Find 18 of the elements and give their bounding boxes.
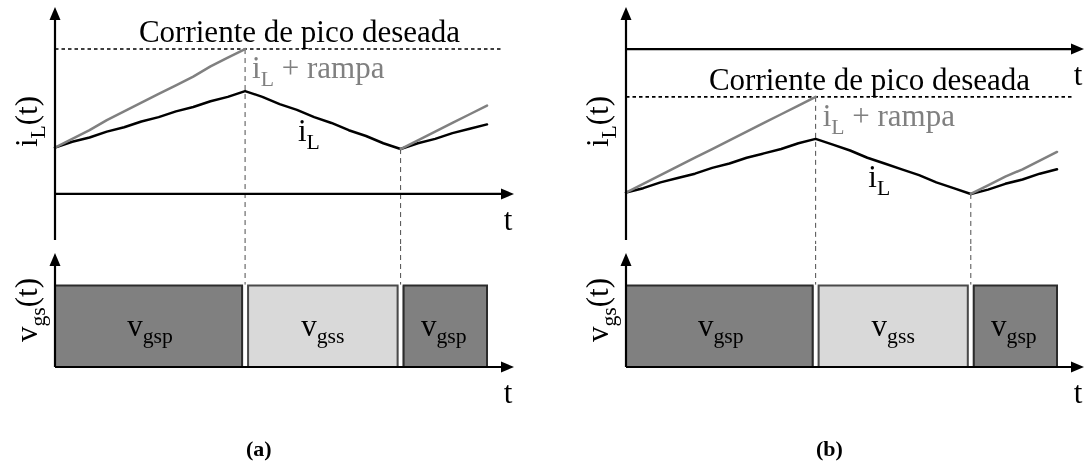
series-label: i$_{L}$ — [297, 113, 320, 154]
x-axis-title: t — [503, 375, 513, 410]
series-label: i$_{L}$ — [868, 159, 891, 201]
series-label: v$_{gsp}$ — [420, 307, 467, 349]
series-label: i$_{L}$ + rampa — [822, 97, 956, 139]
ref-line-label: Corriente de pico deseada — [138, 14, 461, 50]
text: (a) — [245, 436, 272, 461]
series-label: v$_{gsp}$ — [698, 307, 744, 349]
series-label: v$_{gss}$ — [301, 307, 345, 349]
x-axis-title: t — [503, 201, 513, 237]
x-axis-title: t — [1073, 375, 1083, 410]
series-label: v$_{gsp}$ — [127, 307, 173, 349]
ref-line-label: Corriente de pico deseada — [708, 61, 1031, 97]
x-axis-title: t — [1073, 57, 1083, 93]
series-label: v$_{gss}$ — [871, 307, 915, 349]
series-label: v$_{gsp}$ — [991, 307, 1037, 349]
series-label: i$_{L}$ + rampa — [252, 50, 385, 91]
text: (b) — [815, 436, 843, 461]
